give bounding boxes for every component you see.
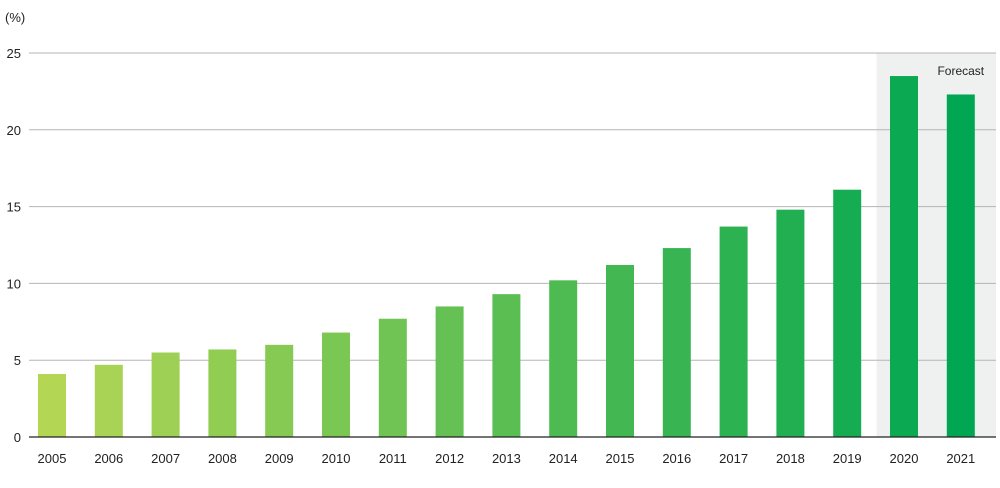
x-tick-label: 2019 [833, 451, 862, 466]
x-tick-label: 2016 [662, 451, 691, 466]
bar-2020 [890, 76, 918, 437]
bar-2016 [662, 248, 691, 437]
x-tick-label: 2018 [776, 451, 805, 466]
bar-2009 [265, 344, 294, 437]
bar-2010 [322, 332, 350, 437]
bars [38, 76, 975, 438]
x-tick-label: 2013 [492, 451, 521, 466]
x-tick-label: 2021 [946, 451, 975, 466]
bar-2018 [776, 209, 805, 437]
y-tick-label: 0 [14, 430, 21, 445]
y-tick-label: 20 [7, 123, 21, 138]
y-tick-label: 10 [7, 276, 21, 291]
bar-2013 [492, 294, 521, 437]
x-tick-label: 2020 [890, 451, 919, 466]
x-tick-label: 2006 [94, 451, 123, 466]
x-tick-label: 2014 [549, 451, 578, 466]
bar-2014 [549, 280, 578, 437]
bar-2007 [151, 352, 180, 437]
bar-2019 [833, 189, 862, 437]
x-tick-labels: 2005 2006 2007 2008 2009 2010 2011 2012 2013 2014… [38, 451, 976, 466]
y-unit-label: (%) [5, 10, 25, 25]
bar-2011 [378, 318, 407, 437]
x-tick-label: 2017 [719, 451, 748, 466]
x-tick-label: 2012 [435, 451, 464, 466]
bar-2017 [719, 226, 748, 437]
bar-2006 [94, 364, 123, 437]
x-tick-label: 2011 [379, 451, 407, 466]
x-tick-label: 2009 [265, 451, 294, 466]
bar-2021 [946, 94, 975, 438]
x-tick-label: 2015 [606, 451, 635, 466]
bar-2005 [38, 374, 66, 437]
y-tick-labels: 0 5 10 15 20 25 [7, 46, 21, 445]
bar-2012 [435, 306, 464, 437]
y-tick-label: 5 [14, 353, 21, 368]
bar-2015 [606, 264, 634, 437]
bar-2008 [208, 349, 237, 437]
y-tick-label: 25 [7, 46, 21, 61]
forecast-label: Forecast [937, 64, 984, 78]
y-tick-label: 15 [7, 200, 21, 215]
x-tick-label: 2008 [208, 451, 237, 466]
x-tick-label: 2005 [38, 451, 67, 466]
x-tick-label: 2007 [151, 451, 180, 466]
x-tick-label: 2010 [322, 451, 351, 466]
